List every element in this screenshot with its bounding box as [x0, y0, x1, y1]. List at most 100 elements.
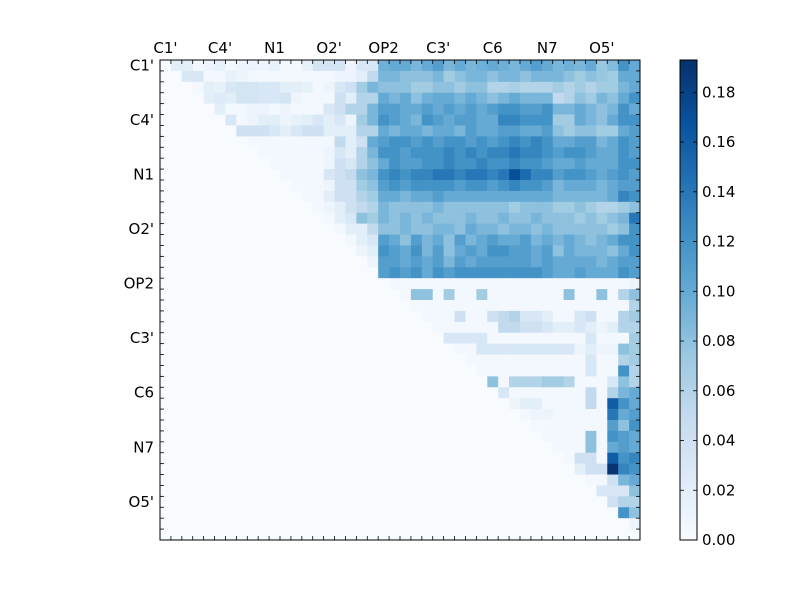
heatmap-cell	[465, 125, 477, 137]
heatmap-cell	[181, 136, 194, 148]
heatmap-cell	[498, 201, 510, 214]
heatmap-cell	[607, 256, 619, 268]
heatmap-cell	[214, 496, 226, 508]
heatmap-cell	[247, 169, 259, 181]
heatmap-cell	[269, 169, 281, 181]
heatmap-cell	[247, 114, 259, 126]
heatmap-cell	[607, 70, 619, 83]
heatmap-cell	[574, 223, 586, 235]
heatmap-cell	[258, 430, 270, 443]
heatmap-cell	[192, 430, 204, 443]
heatmap-cell	[323, 310, 335, 323]
heatmap-cell	[421, 125, 434, 137]
heatmap-cell	[443, 234, 455, 246]
heatmap-cell	[192, 201, 204, 214]
heatmap-cell	[301, 136, 314, 148]
heatmap-cell	[345, 474, 357, 486]
heatmap-cell	[225, 496, 237, 508]
heatmap-cell	[323, 289, 335, 301]
heatmap-cell	[421, 223, 434, 235]
heatmap-cell	[596, 147, 608, 159]
heatmap-cell	[192, 125, 204, 137]
heatmap-cell	[160, 147, 172, 159]
heatmap-cell	[334, 376, 346, 388]
heatmap-cell	[487, 300, 499, 312]
heatmap-cell	[290, 354, 303, 366]
heatmap-cell	[465, 158, 477, 170]
heatmap-cell	[170, 60, 183, 72]
heatmap-cell	[367, 300, 379, 312]
heatmap-cell	[585, 81, 597, 94]
heatmap-cell	[552, 310, 564, 323]
heatmap-cell	[607, 212, 619, 224]
heatmap-cell	[367, 114, 379, 126]
heatmap-cell	[476, 256, 488, 268]
heatmap-cell	[236, 463, 248, 475]
heatmap-cell	[432, 289, 444, 301]
heatmap-cell	[607, 452, 619, 464]
heatmap-cell	[280, 114, 292, 126]
heatmap-cell	[520, 114, 532, 126]
heatmap-cell	[389, 354, 401, 366]
heatmap-cell	[301, 245, 314, 257]
heatmap-cell	[487, 496, 499, 508]
heatmap-cell	[476, 136, 488, 148]
heatmap-cell	[443, 245, 455, 257]
heatmap-cell	[203, 430, 215, 443]
heatmap-cell	[334, 529, 346, 541]
heatmap-cell	[498, 452, 510, 464]
heatmap-cell	[530, 365, 543, 377]
heatmap-cell	[465, 452, 477, 464]
heatmap-cell	[280, 256, 292, 268]
heatmap-cell	[596, 529, 608, 541]
heatmap-cell	[509, 496, 521, 508]
heatmap-cell	[552, 289, 564, 301]
heatmap-cell	[280, 332, 292, 344]
heatmap-cell	[203, 321, 215, 334]
heatmap-cell	[443, 158, 455, 170]
heatmap-cell	[203, 420, 215, 432]
heatmap-cell	[181, 310, 194, 323]
heatmap-cell	[465, 343, 477, 355]
heatmap-cell	[378, 190, 390, 203]
heatmap-cell	[443, 289, 455, 301]
heatmap-cell	[181, 147, 194, 159]
heatmap-cell	[541, 387, 554, 399]
heatmap-cell	[290, 114, 303, 126]
heatmap-cell	[585, 332, 597, 344]
heatmap-cell	[443, 452, 455, 464]
heatmap-cell	[356, 60, 368, 72]
heatmap-cell	[312, 70, 324, 83]
heatmap-cell	[214, 398, 226, 410]
heatmap-cell	[607, 190, 619, 203]
colorbar-tick-label: 0.00	[702, 531, 735, 549]
heatmap-cell	[607, 441, 619, 454]
heatmap-cell	[421, 485, 434, 497]
heatmap-cell	[356, 180, 368, 192]
heatmap-cell	[356, 529, 368, 541]
heatmap-cell	[269, 441, 281, 454]
heatmap-cell	[378, 60, 390, 72]
heatmap-cell	[607, 365, 619, 377]
heatmap-cell	[367, 354, 379, 366]
heatmap-cell	[247, 376, 259, 388]
heatmap-cell	[410, 529, 423, 541]
heatmap-cell	[454, 529, 466, 541]
heatmap-cell	[345, 81, 357, 94]
heatmap-cell	[378, 169, 390, 181]
heatmap-cell	[487, 354, 499, 366]
heatmap-cell	[378, 463, 390, 475]
heatmap-cell	[454, 190, 466, 203]
heatmap-cell	[269, 398, 281, 410]
heatmap-cell	[618, 452, 630, 464]
heatmap-cell	[269, 136, 281, 148]
heatmap-cell	[181, 180, 194, 192]
heatmap-cell	[465, 354, 477, 366]
heatmap-cell	[530, 496, 543, 508]
heatmap-cell	[629, 518, 641, 530]
heatmap-cell	[345, 398, 357, 410]
heatmap-cell	[410, 70, 423, 83]
heatmap-cell	[432, 343, 444, 355]
heatmap-cell	[160, 463, 172, 475]
heatmap-cell	[225, 430, 237, 443]
